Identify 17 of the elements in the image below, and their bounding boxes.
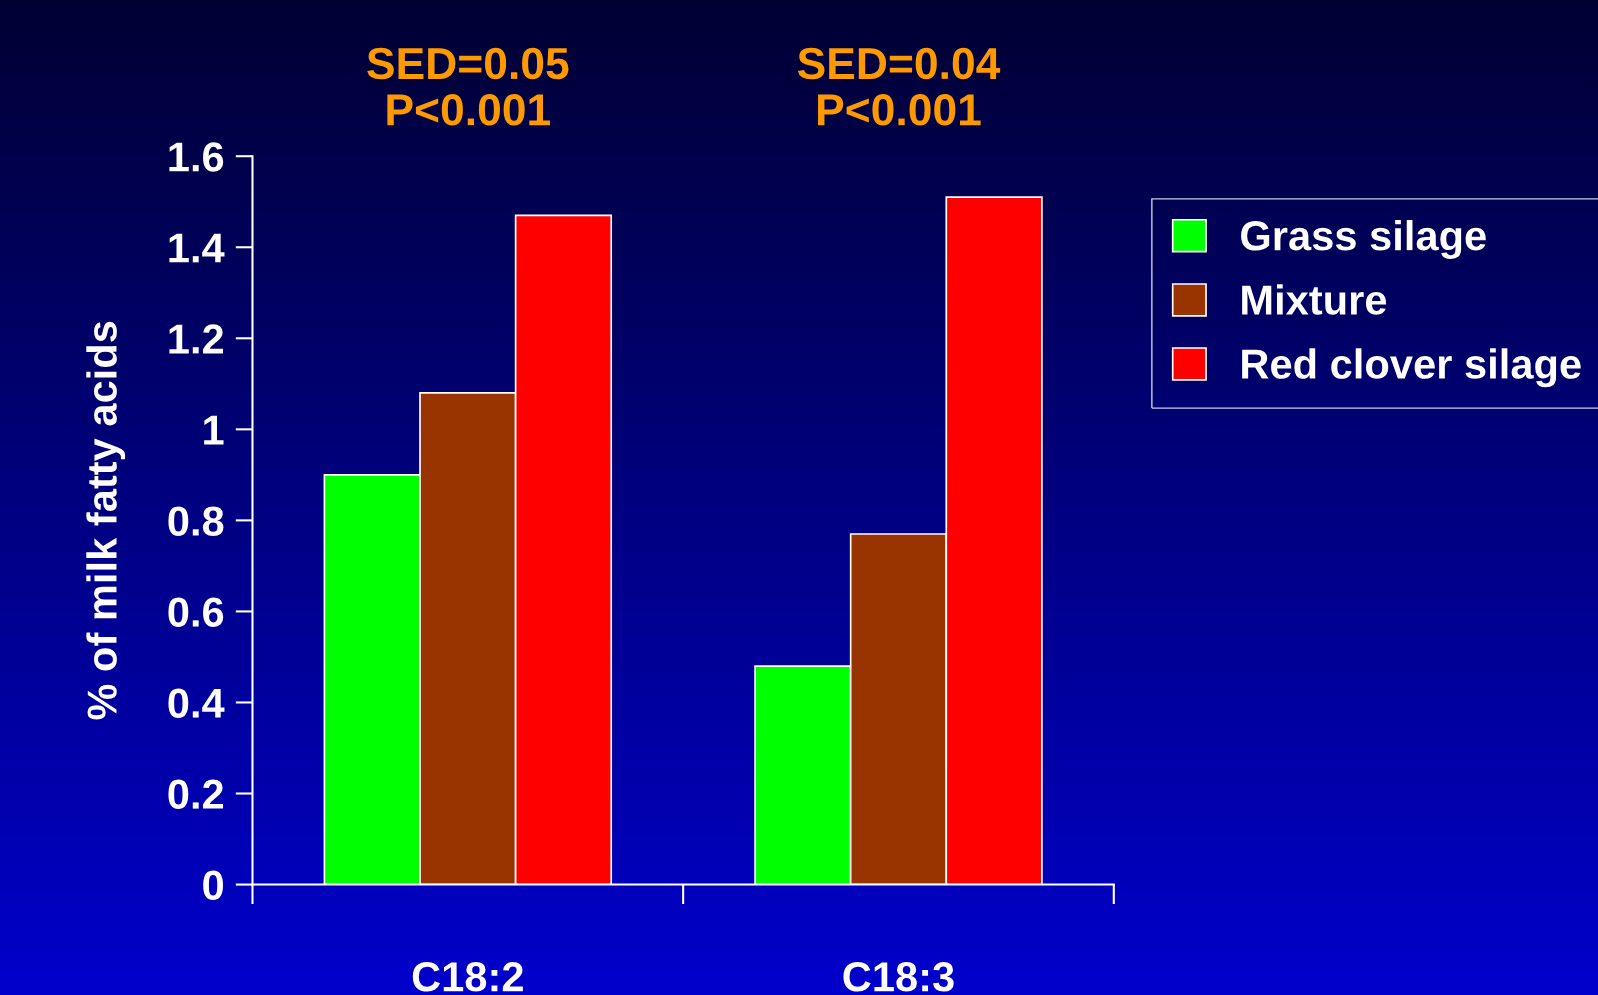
y-tick-label: 0.4 [168, 688, 225, 718]
y-tick-label: 0 [203, 870, 223, 901]
x-tick-label: C18:2 [412, 962, 523, 992]
y-tick-label: 0.8 [168, 506, 224, 536]
y-axis-title: % of milk fatty acids [86, 321, 126, 720]
text: SED=0.05 P<0.001 [367, 47, 569, 126]
legend-label: Red clover silage [1242, 348, 1581, 388]
y-tick-label: 1.4 [169, 233, 225, 263]
y-tick-label: 1.6 [169, 142, 224, 172]
text: SED=0.04 P<0.001 [797, 47, 1001, 126]
legend-label: Mixture [1242, 284, 1387, 315]
y-tick-label: 1.2 [169, 324, 224, 354]
y-tick-label: 1 [204, 415, 224, 445]
y-tick-label: 0.6 [168, 597, 224, 627]
x-tick-label: C18:3 [843, 962, 954, 992]
y-tick-label: 0.2 [168, 779, 224, 810]
legend-label: Grass silage [1241, 219, 1486, 259]
